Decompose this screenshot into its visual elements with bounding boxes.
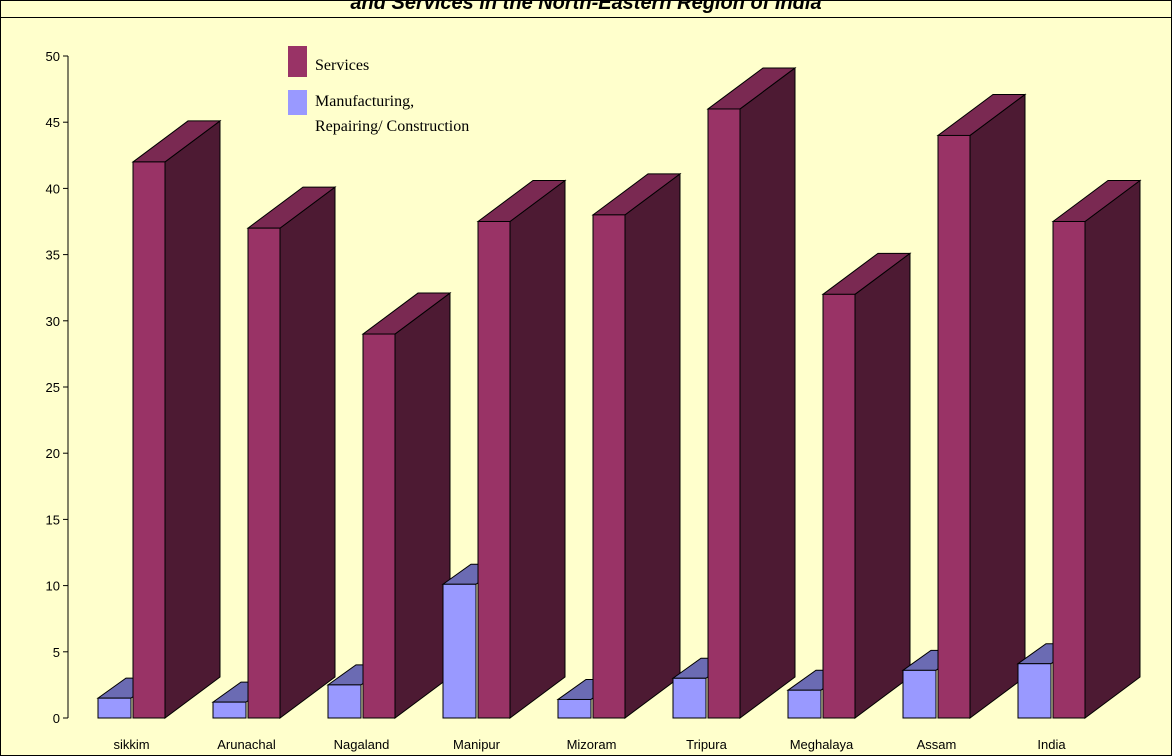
services-bar (938, 135, 970, 718)
manufacturing-bar (328, 685, 361, 718)
services-bar-side (165, 121, 220, 718)
y-tick-label: 20 (46, 446, 60, 461)
manufacturing-bar (213, 702, 246, 718)
x-category-label: India (1037, 737, 1066, 752)
services-bar-side (1085, 181, 1140, 719)
y-tick-label: 50 (46, 49, 60, 64)
y-tick-label: 0 (53, 711, 60, 726)
x-category-label: Arunachal (217, 737, 276, 752)
services-bar (363, 334, 395, 718)
y-tick-label: 40 (46, 181, 60, 196)
manufacturing-bar (1018, 664, 1051, 718)
y-tick-label: 35 (46, 248, 60, 263)
services-bar-side (970, 94, 1025, 718)
x-category-label: Manipur (453, 737, 501, 752)
manufacturing-bar (98, 698, 131, 718)
manufacturing-bar (673, 678, 706, 718)
manufacturing-bar (558, 699, 591, 718)
services-bar-side (280, 187, 335, 718)
x-category-label: sikkim (113, 737, 149, 752)
x-category-label: Tripura (686, 737, 727, 752)
legend-swatch-manufacturing (288, 90, 307, 115)
manufacturing-bar (903, 670, 936, 718)
x-category-label: Mizoram (567, 737, 617, 752)
x-category-label: Meghalaya (790, 737, 854, 752)
x-category-label: Nagaland (334, 737, 390, 752)
services-bar (1053, 222, 1085, 719)
manufacturing-bar (443, 584, 476, 718)
services-bar (708, 109, 740, 718)
services-bar (248, 228, 280, 718)
y-tick-label: 5 (53, 645, 60, 660)
y-tick-label: 10 (46, 579, 60, 594)
legend-label-manufacturing-line2: Repairing/ Construction (315, 118, 469, 135)
services-bar-side (740, 68, 795, 718)
legend-label-services: Services (315, 57, 369, 74)
x-category-label: Assam (917, 737, 957, 752)
y-tick-label: 30 (46, 314, 60, 329)
services-bar-side (395, 293, 450, 718)
services-bar-side (625, 174, 680, 718)
services-bar (133, 162, 165, 718)
manufacturing-bar (788, 690, 821, 718)
services-bar (478, 222, 510, 719)
services-bar-side (855, 253, 910, 718)
services-bar-side (510, 181, 565, 719)
y-tick-label: 25 (46, 380, 60, 395)
legend-label-manufacturing: Manufacturing, (315, 93, 414, 110)
y-tick-label: 45 (46, 115, 60, 130)
y-tick-label: 15 (46, 512, 60, 527)
services-bar (593, 215, 625, 718)
legend-swatch-services (288, 46, 307, 77)
services-bar (823, 294, 855, 718)
